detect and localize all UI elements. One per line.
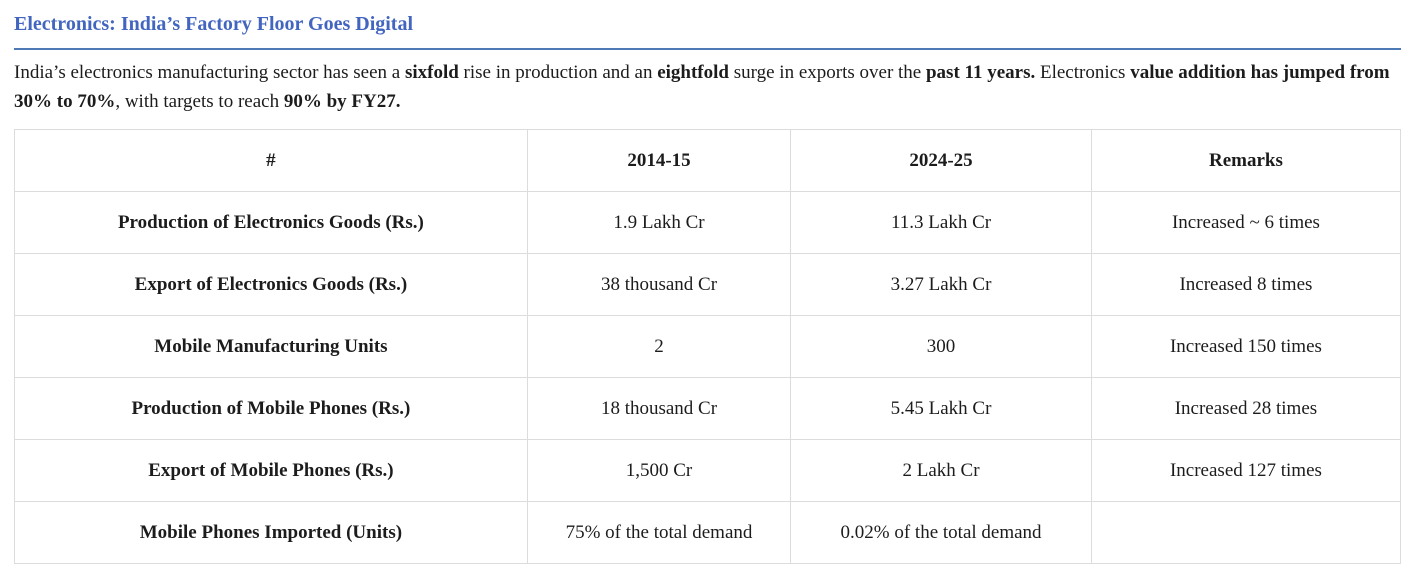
intro-bold-text: sixfold [404,62,459,83]
row-value: Increased 28 times [1090,377,1402,440]
intro-bold-text: value addition has jumped from 30% to 70… [14,62,1390,112]
table-header-row: #2014-15 2024-25 Remarks [14,129,1402,192]
row-label: Mobile Phones Imported (Units) [14,501,528,564]
row-value: Increased 8 times [1090,253,1402,316]
table-row: Production of Mobile Phones (Rs.) 18 thou… [14,377,1402,440]
intro-text: India’s electronics manufacturing sector… [14,62,405,83]
title-divider [14,48,1401,50]
row-value: 1.9 Lakh Cr [526,191,792,254]
row-value: 11.3 Lakh Cr [790,191,1092,254]
column-header: Remarks [1090,129,1402,192]
row-label: Production of Mobile Phones (Rs.) [14,377,528,440]
table-row: Export of Mobile Phones (Rs.) 1,500 Cr 2 L… [14,439,1402,502]
row-value: 2 [526,315,792,378]
table-body: Production of Electronics Goods (Rs.) 1.9… [14,191,1402,564]
intro-text: , with targets to reach [115,91,284,112]
row-label: Export of Electronics Goods (Rs.) [14,253,528,316]
intro-bold-text: 90% by FY27. [283,91,401,112]
intro-text: rise in production and an [458,62,658,83]
row-label: Export of Mobile Phones (Rs.) [14,439,528,502]
row-value: 75% of the total demand [526,501,792,564]
row-value: 3.27 Lakh Cr [790,253,1092,316]
table-row: Production of Electronics Goods (Rs.) 1.9… [14,191,1402,254]
row-label: Production of Electronics Goods (Rs.) [14,191,528,254]
row-value: 2 Lakh Cr [790,439,1092,502]
intro-bold-text: past 11 years. [925,62,1036,83]
column-header: 2024-25 [790,129,1092,192]
row-value: 38 thousand Cr [526,253,792,316]
row-value: Increased 127 times [1090,439,1402,502]
intro-paragraph: India’s electronics manufacturing sector… [14,58,1401,116]
row-value: 18 thousand Cr [526,377,792,440]
intro-text: surge in exports over the [728,62,926,83]
row-value: Increased ~ 6 times [1090,191,1402,254]
row-value: 300 [790,315,1092,378]
row-label: Mobile Manufacturing Units [14,315,528,378]
row-value: Increased 150 times [1090,315,1402,378]
column-header: 2014-15 [526,129,792,192]
stats-table: #2014-15 2024-25 Remarks Production of Ele… [14,129,1402,564]
row-value [1090,501,1402,564]
row-value: 0.02% of the total demand [790,501,1092,564]
row-value: 1,500 Cr [526,439,792,502]
intro-text: Electronics [1035,62,1131,83]
table-row: Mobile Phones Imported (Units) 75% of the… [14,501,1402,564]
intro-bold-text: eightfold [657,62,729,83]
column-header: # [14,129,528,192]
row-value: 5.45 Lakh Cr [790,377,1092,440]
table-row: Export of Electronics Goods (Rs.) 38 thou… [14,253,1402,316]
table-row: Mobile Manufacturing Units 2 300 Increased … [14,315,1402,378]
page-title: Electronics: India’s Factory Floor Goes … [14,13,414,35]
